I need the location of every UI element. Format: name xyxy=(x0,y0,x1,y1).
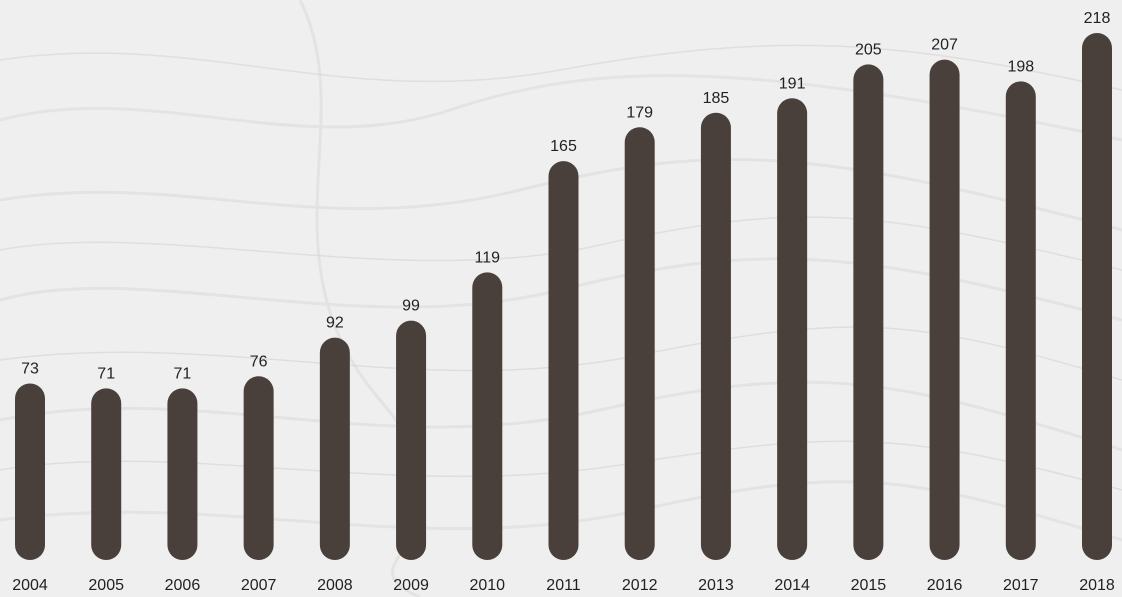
x-tick-label-2014: 2014 xyxy=(774,577,810,594)
x-tick-label-2015: 2015 xyxy=(851,577,887,594)
x-tick-label-2017: 2017 xyxy=(1003,577,1039,594)
data-label-2015: 205 xyxy=(855,41,882,58)
data-label-2018: 218 xyxy=(1084,10,1111,27)
bar-2017 xyxy=(1005,81,1036,560)
data-labels-layer: 73 71 71 76 92 99 119 165 179 185 191 205 207 198 218 xyxy=(21,10,1110,382)
data-label-2010: 119 xyxy=(475,249,501,266)
bar-2006 xyxy=(167,388,198,560)
x-tick-label-2018: 2018 xyxy=(1079,577,1115,594)
data-label-2013: 185 xyxy=(703,90,730,107)
bars-layer xyxy=(15,33,1112,561)
bar-2012 xyxy=(624,127,655,560)
bar-2014 xyxy=(777,98,808,561)
data-label-2012: 179 xyxy=(626,104,653,121)
x-axis-ticks: 2004 2005 2006 2007 2008 2009 2010 2011 2012 2013… xyxy=(12,577,1115,594)
bar-2009 xyxy=(396,320,427,560)
bar-2007 xyxy=(243,376,274,560)
data-label-2016: 207 xyxy=(931,37,958,54)
x-tick-label-2006: 2006 xyxy=(165,577,201,594)
bar-2008 xyxy=(319,337,350,560)
bar-2005 xyxy=(91,388,122,560)
bar-2011 xyxy=(548,161,579,560)
data-label-2007: 76 xyxy=(250,353,268,370)
bar-2015 xyxy=(853,64,884,561)
data-label-2011: 165 xyxy=(550,138,577,155)
bar-2010 xyxy=(472,272,503,560)
data-label-2014: 191 xyxy=(779,75,806,92)
data-label-2009: 99 xyxy=(402,298,420,315)
bar-2013 xyxy=(700,112,731,560)
x-tick-label-2008: 2008 xyxy=(317,577,353,594)
x-tick-label-2007: 2007 xyxy=(241,577,277,594)
x-tick-label-2004: 2004 xyxy=(12,577,48,594)
data-label-2017: 198 xyxy=(1007,58,1034,75)
data-label-2008: 92 xyxy=(326,315,344,332)
x-tick-label-2009: 2009 xyxy=(393,577,429,594)
x-tick-label-2013: 2013 xyxy=(698,577,734,594)
x-tick-label-2016: 2016 xyxy=(927,577,963,594)
x-tick-label-2011: 2011 xyxy=(546,577,581,594)
x-tick-label-2005: 2005 xyxy=(88,577,124,594)
data-label-2004: 73 xyxy=(21,361,39,378)
bar-2016 xyxy=(929,59,960,561)
x-tick-label-2010: 2010 xyxy=(469,577,505,594)
data-label-2005: 71 xyxy=(97,365,115,382)
bar-2004 xyxy=(15,383,45,560)
bar-2018 xyxy=(1082,33,1112,560)
data-label-2006: 71 xyxy=(174,365,192,382)
x-tick-label-2012: 2012 xyxy=(622,577,658,594)
